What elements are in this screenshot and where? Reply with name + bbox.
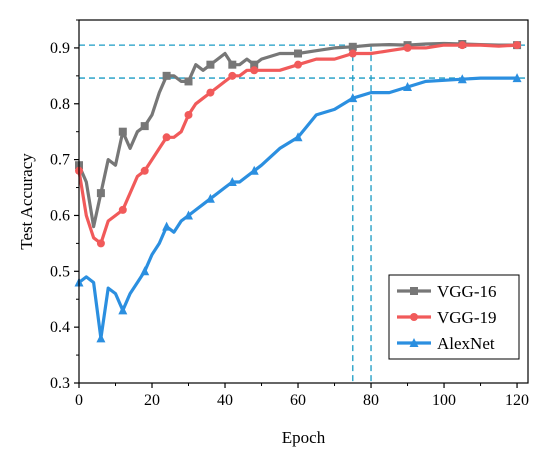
data-point-alexnet [348,93,358,103]
series-line-vgg-16 [77,41,519,229]
data-point-vgg-16 [184,77,193,86]
y-tick-label: 0.3 [50,375,70,392]
series-layer [74,40,522,343]
legend-marker [409,338,419,347]
axes: 0 20 40 60 80 100 120 0.3 0.4 0.5 0.6 0.7 0.8 0.9 [50,19,529,409]
data-point-alexnet [184,210,194,220]
data-point-vgg-19 [118,205,127,214]
plot-frame [78,19,529,384]
data-point-vgg-16 [206,60,215,69]
data-point-alexnet [162,221,172,231]
data-point-vgg-16 [140,122,149,131]
data-point-vgg-19 [403,43,412,52]
data-point-alexnet [457,74,467,84]
legend: VGG-16 VGG-19 AlexNet [388,274,520,360]
data-point-alexnet [118,305,128,315]
data-point-vgg-19 [96,239,105,248]
legend-marker [410,313,418,321]
series-alexnet [74,73,522,343]
y-axis-title: Test Accuracy [17,153,36,250]
data-point-vgg-16 [294,49,303,58]
legend-item-vgg-19: VGG-19 [397,308,497,327]
x-tick-label: 60 [290,392,306,409]
y-tick-label: 0.4 [50,319,70,336]
y-tick-label: 0.7 [50,152,70,169]
series-line-alexnet [77,76,519,340]
data-point-vgg-16 [348,42,357,51]
data-point-alexnet [96,333,106,343]
series-vgg-19 [75,41,522,248]
x-tick-label: 120 [505,392,529,409]
data-point-alexnet [293,132,303,142]
data-point-vgg-16 [118,127,127,136]
data-point-vgg-19 [348,49,357,58]
data-point-vgg-19 [184,110,193,119]
data-point-alexnet [227,176,237,186]
x-tick-label: 0 [75,392,83,409]
x-tick-label: 20 [144,392,160,409]
y-tick-label: 0.6 [50,207,70,224]
data-point-vgg-19 [140,166,149,175]
data-point-vgg-19 [294,60,303,69]
legend-item-alexnet: AlexNet [397,334,495,353]
data-point-vgg-16 [250,60,259,69]
x-tick-label: 100 [432,392,456,409]
data-point-alexnet [403,82,413,92]
x-tick-label: 80 [363,392,379,409]
legend-label: VGG-19 [437,308,497,327]
data-point-vgg-16 [96,189,105,198]
data-point-alexnet [512,73,522,83]
series-vgg-16 [75,40,522,229]
data-point-alexnet [249,165,259,175]
legend-item-vgg-16: VGG-16 [397,282,497,301]
legend-label: VGG-16 [437,282,497,301]
data-point-vgg-19 [513,41,522,50]
y-tick-label: 0.9 [50,40,70,57]
data-point-vgg-19 [250,66,259,75]
data-point-vgg-19 [228,71,237,80]
y-tick-label: 0.8 [50,96,70,113]
data-point-vgg-16 [228,60,237,69]
x-axis-title: Epoch [282,428,326,447]
x-tick-label: 40 [217,392,233,409]
data-point-vgg-19 [162,133,171,142]
data-point-vgg-19 [458,41,467,50]
data-point-vgg-16 [162,71,171,80]
y-tick-label: 0.5 [50,263,70,280]
data-point-vgg-19 [206,88,215,97]
data-point-alexnet [205,193,215,203]
legend-label: AlexNet [437,334,495,353]
series-line-vgg-19 [77,43,519,245]
legend-marker [410,287,418,295]
data-point-alexnet [140,266,150,276]
